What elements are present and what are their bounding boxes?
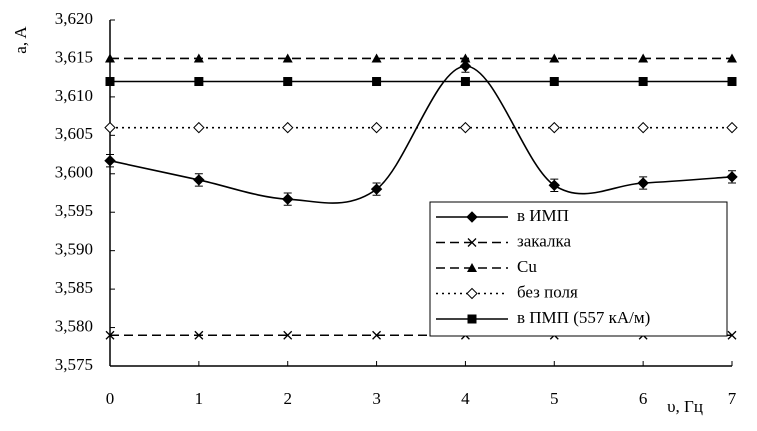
legend-marker [467,263,477,272]
marker [105,77,115,87]
x-tick-label: 2 [283,389,292,408]
y-tick-label: 3,580 [55,316,93,335]
marker [283,77,293,87]
x-tick-label: 6 [639,389,648,408]
y-tick-label: 3,610 [55,86,93,105]
marker [104,121,116,134]
legend: в ИМП закалка Cu без поля в ПМП (557 кА/м) [429,201,728,337]
marker [282,121,294,134]
marker [460,53,471,63]
marker [548,121,560,134]
y-axis-label: a, A [11,26,30,54]
legend-marker [466,211,478,223]
marker [637,177,649,189]
y-tick-label: 3,590 [55,240,93,259]
legend-label: Cu [517,257,537,276]
y-tick-label: 3,605 [55,124,93,143]
marker [372,330,382,340]
marker [283,330,293,340]
legend-box [429,201,728,337]
x-tick-label: 4 [461,389,470,408]
legend-marker [467,314,477,324]
marker [193,53,204,63]
marker [282,193,294,205]
marker [459,60,472,72]
legend-label: без поля [517,282,578,301]
x-tick-label: 1 [195,389,204,408]
marker [548,179,560,192]
y-tick-label: 3,620 [55,9,93,28]
marker [459,121,472,134]
legend-marker [466,287,478,300]
legend-label: в ПМП (557 кА/м) [517,308,650,327]
x-tick-label: 5 [550,389,559,408]
marker [104,154,116,167]
y-tick-label: 3,600 [55,163,93,182]
marker [194,77,204,87]
marker [105,53,115,63]
marker [105,330,115,340]
marker [194,330,204,340]
legend-label: в ИМП [517,206,569,225]
marker [460,77,470,87]
x-tick-label: 0 [106,389,115,408]
marker [370,183,383,195]
marker [371,53,382,63]
y-tick-label: 3,585 [55,278,93,297]
marker [549,53,560,63]
marker [193,121,205,134]
marker [638,77,648,87]
y-tick-label: 3,575 [55,355,93,374]
marker [370,121,383,134]
x-tick-label: 3 [372,389,381,408]
marker [727,330,737,340]
marker [726,121,738,134]
marker [193,174,205,186]
marker [727,77,737,87]
marker [727,53,737,63]
legend-label: закалка [517,231,571,250]
marker [282,53,293,63]
y-tick-label: 3,615 [55,47,93,66]
marker [549,77,559,87]
marker [726,171,738,183]
y-tick-label: 3,595 [55,201,93,220]
marker [372,77,382,87]
marker [637,121,649,134]
legend-marker [467,238,477,247]
series-line [109,65,733,204]
x-axis-label: υ, Гц [667,397,703,416]
marker [638,53,649,63]
x-tick-label: 7 [728,389,737,408]
